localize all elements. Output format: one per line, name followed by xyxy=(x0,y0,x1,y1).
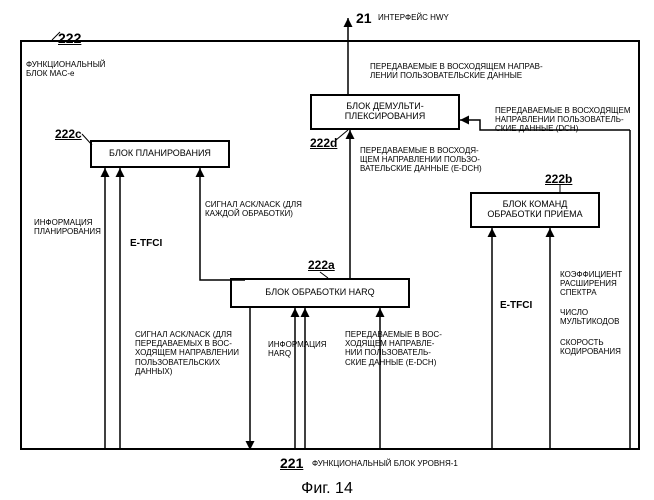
ref-222b: 222b xyxy=(545,172,572,186)
ref-222a: 222a xyxy=(308,258,335,272)
ack-each-label: СИГНАЛ ACK/NACK (ДЛЯ КАЖДОЙ ОБРАБОТКИ) xyxy=(205,200,302,218)
ref-222: 222 xyxy=(58,30,81,46)
ref-21: 21 xyxy=(356,10,372,26)
layer1-label: ФУНКЦИОНАЛЬНЫЙ БЛОК УРОВНЯ-1 xyxy=(312,459,458,468)
ul-edch-bottom-label: ПЕРЕДАВАЕМЫЕ В ВОС- ХОДЯЩЕМ НАПРАВЛЕ- НИ… xyxy=(345,330,442,367)
harq-block: БЛОК ОБРАБОТКИ HARQ xyxy=(230,278,410,308)
coding-rate-label: СКОРОСТЬ КОДИРОВАНИЯ xyxy=(560,338,621,356)
ul-data-top-label: ПЕРЕДАВАЕМЫЕ В ВОСХОДЯЩЕМ НАПРАВ- ЛЕНИИ … xyxy=(370,62,543,80)
ref-222d: 222d xyxy=(310,136,337,150)
planning-block: БЛОК ПЛАНИРОВАНИЯ xyxy=(90,140,230,168)
ref-221: 221 xyxy=(280,455,303,471)
etfci-right: E-TFCI xyxy=(500,300,532,312)
hwy-label: ИНТЕРФЕЙС HWY xyxy=(378,13,449,22)
multicodes-label: ЧИСЛО МУЛЬТИКОДОВ xyxy=(560,308,619,326)
demux-block: БЛОК ДЕМУЛЬТИ- ПЛЕКСИРОВАНИЯ xyxy=(310,94,460,130)
rx-cmd-block: БЛОК КОМАНД ОБРАБОТКИ ПРИЕМА xyxy=(470,192,600,228)
ul-dch-label: ПЕРЕДАВАЕМЫЕ В ВОСХОДЯЩЕМ НАПРАВЛЕНИИ ПО… xyxy=(495,106,631,134)
mac-e-label: ФУНКЦИОНАЛЬНЫЙ БЛОК MAC-е xyxy=(26,60,106,78)
harq-info-label: ИНФОРМАЦИЯ HARQ xyxy=(268,340,327,358)
sched-info-label: ИНФОРМАЦИЯ ПЛАНИРОВАНИЯ xyxy=(34,218,101,236)
ul-edch-mid-label: ПЕРЕДАВАЕМЫЕ В ВОСХОДЯ- ЩЕМ НАПРАВЛЕНИИ … xyxy=(360,146,482,174)
ref-222c: 222c xyxy=(55,127,82,141)
ack-user-label: СИГНАЛ ACK/NACK (ДЛЯ ПЕРЕДАВАЕМЫХ В ВОС-… xyxy=(135,330,239,376)
etfci-left: E-TFCI xyxy=(130,238,162,250)
figure-caption: Фиг. 14 xyxy=(301,480,353,498)
sf-label: КОЭФФИЦИЕНТ РАСШИРЕНИЯ СПЕКТРА xyxy=(560,270,622,298)
